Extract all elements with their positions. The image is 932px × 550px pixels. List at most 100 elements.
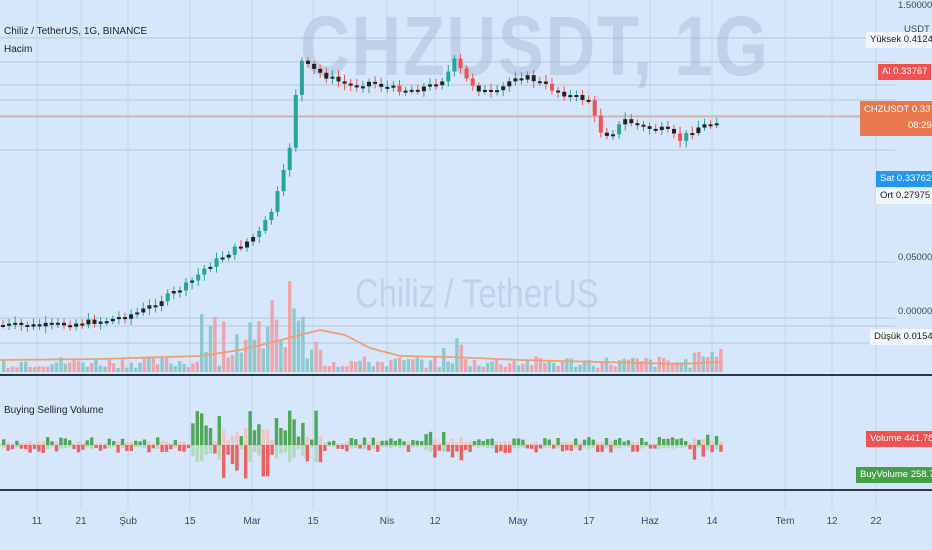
volume-bar xyxy=(182,363,186,372)
volume-bar xyxy=(442,348,446,372)
indicator-bar-shadow xyxy=(547,445,551,448)
indicator-bar xyxy=(618,438,622,445)
indicator-bar xyxy=(54,445,59,452)
volume-bar xyxy=(349,360,353,372)
candle-body xyxy=(37,324,42,327)
candle-body xyxy=(501,86,506,91)
volume-bar xyxy=(94,358,98,372)
indicator-bar xyxy=(107,438,111,445)
indicator-bar-shadow xyxy=(618,445,622,449)
candle-body xyxy=(379,83,384,87)
candle-body xyxy=(367,81,371,87)
candle-body xyxy=(562,91,567,97)
volume-bar xyxy=(6,367,10,372)
candle-body xyxy=(19,322,24,325)
indicator-bar-shadow xyxy=(354,445,358,448)
indicator-bar xyxy=(327,441,331,445)
candle-body xyxy=(482,89,487,92)
indicator-bar xyxy=(239,436,243,445)
volume-bar xyxy=(200,314,204,372)
indicator-bar-shadow xyxy=(169,442,173,445)
volume-bar xyxy=(499,364,503,372)
indicator-bar xyxy=(279,428,283,445)
currency-label[interactable]: USDT xyxy=(904,24,930,35)
indicator-bar xyxy=(81,445,85,450)
volume-bar xyxy=(371,366,375,372)
indicator-bar xyxy=(464,445,468,451)
volume-bar xyxy=(239,352,243,372)
indicator-bar xyxy=(323,445,327,451)
indicator-legend[interactable]: Buying Selling Volume xyxy=(4,405,104,416)
indicator-bar-shadow xyxy=(244,428,248,445)
indicator-bar xyxy=(266,445,270,477)
indicator-bar xyxy=(701,445,705,457)
indicator-bar-shadow xyxy=(692,437,697,445)
indicator-bar-shadow xyxy=(345,441,349,445)
volume-bar xyxy=(261,348,265,372)
candle-body xyxy=(659,126,664,131)
candle-body xyxy=(678,133,683,141)
indicator-bar xyxy=(72,445,76,450)
indicator-bar-shadow xyxy=(481,445,485,448)
volume-bar xyxy=(46,366,50,372)
indicator-bar xyxy=(389,438,393,445)
volume-bar xyxy=(635,358,639,372)
time-label: 11 xyxy=(31,516,43,527)
candle-body xyxy=(489,89,493,92)
volume-bar xyxy=(657,356,661,372)
candle-body xyxy=(299,60,304,95)
volume-bar xyxy=(226,357,230,372)
indicator-bar xyxy=(332,440,336,445)
indicator-bar-shadow xyxy=(604,445,609,449)
indicator-bar-shadow xyxy=(81,442,85,445)
volume-bar xyxy=(270,300,274,372)
indicator-bar-shadow xyxy=(142,445,147,448)
volume-bar xyxy=(230,355,235,372)
volume-bar xyxy=(525,360,529,372)
indicator-bar-shadow xyxy=(569,442,573,445)
volume-bar xyxy=(15,367,19,372)
indicator-bar-shadow xyxy=(560,441,565,445)
volume-bar xyxy=(706,357,710,372)
candle-body xyxy=(409,89,414,92)
volume-bar xyxy=(578,364,582,372)
candle-body xyxy=(531,75,536,82)
candle-body xyxy=(171,291,176,294)
indicator-bar-shadow xyxy=(37,441,41,445)
candle-body xyxy=(641,124,646,127)
volume-bar xyxy=(468,366,472,372)
volume-bar xyxy=(714,356,719,372)
indicator-bar xyxy=(10,445,15,450)
time-label: 12 xyxy=(429,516,441,527)
indicator-bar-shadow xyxy=(428,445,433,452)
indicator-bar-shadow xyxy=(156,445,160,449)
candle-body xyxy=(238,246,243,249)
indicator-bar-shadow xyxy=(28,441,32,445)
candle-body xyxy=(391,85,396,88)
indicator-bar xyxy=(525,445,529,449)
volume-legend[interactable]: Hacim xyxy=(4,44,33,55)
indicator-bar-shadow xyxy=(72,442,76,445)
indicator-bar-shadow xyxy=(160,441,164,445)
volume-bar xyxy=(552,362,556,372)
volume-bar xyxy=(486,362,490,372)
indicator-bar xyxy=(134,440,138,445)
indicator-bar-shadow xyxy=(411,445,415,448)
symbol-legend[interactable]: Chiliz / TetherUS, 1G, BINANCE xyxy=(4,26,148,37)
indicator-bar-shadow xyxy=(398,445,402,449)
candle-body xyxy=(245,241,249,248)
pane-divider[interactable] xyxy=(0,374,932,376)
indicator-bar xyxy=(692,445,697,460)
indicator-bar-shadow xyxy=(296,445,301,450)
indicator-bar xyxy=(226,445,230,455)
indicator-bar xyxy=(679,438,683,445)
volume-ma-line xyxy=(0,329,723,365)
indicator-bar xyxy=(468,445,472,453)
indicator-bar xyxy=(398,438,402,445)
indicator-bar xyxy=(182,445,186,452)
indicator-bar xyxy=(318,445,323,463)
last-price-tag: CHZUSDT 0.33766 08:29:51 xyxy=(860,101,932,136)
volume-value-tag: Volume 441.782M xyxy=(866,431,932,447)
